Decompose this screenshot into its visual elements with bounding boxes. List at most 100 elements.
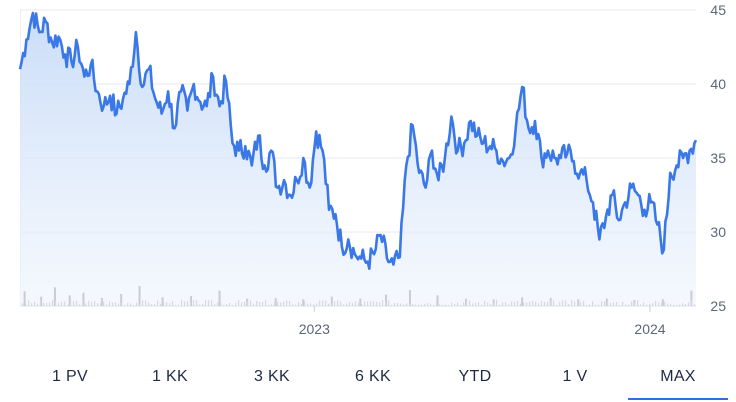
range-3kk-button[interactable]: 3 KK <box>254 368 290 385</box>
volume-tick <box>445 304 447 306</box>
volume-tick <box>22 303 24 306</box>
volume-tick <box>556 304 558 306</box>
volume-tick <box>430 303 432 306</box>
volume-tick <box>673 304 675 306</box>
volume-tick <box>637 300 639 306</box>
range-1v-button[interactable]: 1 V <box>562 368 588 385</box>
volume-tick <box>574 301 576 306</box>
range-max-button[interactable]: MAX <box>660 368 696 385</box>
volume-bar-2 <box>53 287 56 306</box>
volume-tick <box>46 303 48 306</box>
volume-tick <box>400 303 402 306</box>
volume-tick <box>583 300 585 306</box>
volume-tick <box>484 300 486 306</box>
volume-tick <box>277 301 279 306</box>
volume-tick <box>634 301 636 306</box>
volume-tick <box>223 304 225 306</box>
volume-tick <box>520 303 522 306</box>
volume-tick <box>58 303 60 306</box>
volume-tick <box>439 304 441 306</box>
volume-tick <box>460 304 462 306</box>
volume-tick <box>553 300 555 306</box>
volume-tick <box>304 301 306 306</box>
volume-tick <box>97 303 99 306</box>
volume-tick <box>694 304 696 306</box>
volume-tick <box>394 302 396 306</box>
volume-tick <box>568 304 570 306</box>
volume-tick <box>226 304 228 306</box>
volume-tick <box>163 301 165 306</box>
volume-tick <box>577 303 579 306</box>
volume-tick <box>688 302 690 306</box>
volume-tick <box>292 304 294 306</box>
volume-tick <box>622 301 624 306</box>
volume-tick <box>289 300 291 306</box>
range-selector: 1 PV 1 KK 3 KK 6 KK YTD 1 V MAX <box>0 352 736 400</box>
volume-bar-26 <box>661 299 664 306</box>
volume-tick <box>286 300 288 306</box>
volume-tick <box>214 304 216 306</box>
volume-tick <box>490 304 492 306</box>
volume-tick <box>628 304 630 306</box>
volume-tick <box>625 304 627 306</box>
range-ytd-button[interactable]: YTD <box>458 368 492 385</box>
volume-bar-20 <box>492 299 495 306</box>
volume-tick <box>619 304 621 306</box>
volume-tick <box>493 302 495 306</box>
volume-tick <box>76 300 78 306</box>
volume-tick <box>106 304 108 306</box>
volume-tick <box>661 302 663 306</box>
volume-tick <box>229 302 231 306</box>
volume-tick <box>121 302 123 306</box>
volume-tick <box>547 301 549 306</box>
volume-tick <box>649 303 651 306</box>
volume-tick <box>178 304 180 306</box>
range-6kk-button[interactable]: 6 KK <box>355 368 391 385</box>
volume-tick <box>667 303 669 306</box>
volume-tick <box>28 300 30 306</box>
volume-tick <box>169 303 171 306</box>
volume-tick <box>595 304 597 306</box>
volume-bars <box>22 286 696 306</box>
volume-tick <box>103 301 105 306</box>
volume-tick <box>604 301 606 306</box>
volume-tick <box>181 300 183 306</box>
volume-tick <box>613 302 615 306</box>
volume-tick <box>517 300 519 306</box>
volume-tick <box>307 303 309 306</box>
volume-bar-0 <box>23 291 26 306</box>
volume-tick <box>382 300 384 306</box>
volume-tick <box>241 302 243 306</box>
volume-tick <box>319 300 321 306</box>
price-area-fill <box>20 13 696 306</box>
volume-bar-27 <box>690 290 693 306</box>
volume-tick <box>331 303 333 306</box>
volume-tick <box>514 301 516 306</box>
volume-tick <box>601 301 603 306</box>
volume-tick <box>355 301 357 306</box>
volume-tick <box>541 300 543 306</box>
volume-tick <box>598 304 600 306</box>
volume-tick <box>271 303 273 306</box>
volume-tick <box>679 304 681 306</box>
y-axis-ticks: 45 40 35 30 25 <box>710 2 726 314</box>
volume-tick <box>232 304 234 306</box>
volume-tick <box>268 304 270 306</box>
volume-bar-15 <box>359 298 362 306</box>
volume-bar-14 <box>330 296 333 306</box>
volume-tick <box>505 302 507 306</box>
volume-tick <box>469 300 471 306</box>
volume-bar-4 <box>82 292 85 306</box>
volume-tick <box>580 302 582 306</box>
volume-tick <box>379 302 381 306</box>
y-tick-label-30: 30 <box>710 224 726 240</box>
range-1pv-button[interactable]: 1 PV <box>52 368 88 385</box>
volume-tick <box>652 303 654 306</box>
volume-tick <box>235 302 237 306</box>
volume-bar-7 <box>138 286 141 306</box>
volume-tick <box>148 302 150 306</box>
range-1kk-button[interactable]: 1 KK <box>152 368 188 385</box>
volume-tick <box>523 302 525 306</box>
volume-tick <box>409 304 411 306</box>
volume-tick <box>175 304 177 306</box>
